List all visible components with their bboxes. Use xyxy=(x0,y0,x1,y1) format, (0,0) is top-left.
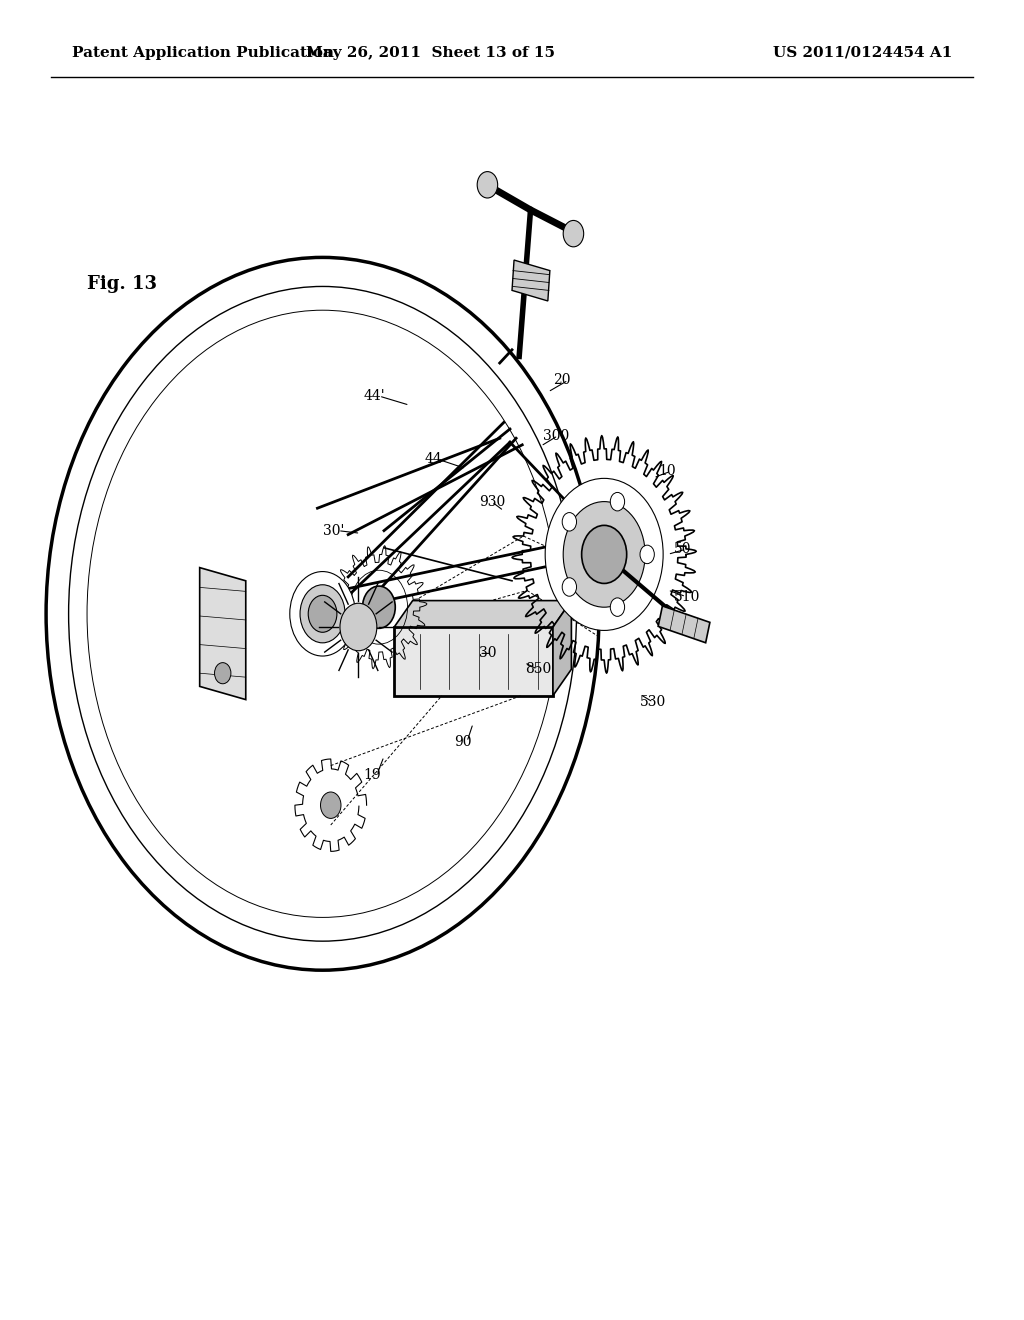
Circle shape xyxy=(563,220,584,247)
Circle shape xyxy=(321,792,341,818)
Circle shape xyxy=(640,545,654,564)
Text: 44: 44 xyxy=(425,453,442,466)
Text: 510: 510 xyxy=(674,590,700,603)
Text: 20: 20 xyxy=(553,374,570,387)
Text: May 26, 2011  Sheet 13 of 15: May 26, 2011 Sheet 13 of 15 xyxy=(305,46,555,59)
Circle shape xyxy=(610,492,625,511)
Text: Fig. 13: Fig. 13 xyxy=(87,275,157,293)
Text: 44': 44' xyxy=(364,389,385,403)
Circle shape xyxy=(340,603,377,651)
Circle shape xyxy=(215,663,231,684)
Circle shape xyxy=(562,512,577,531)
Text: 30': 30' xyxy=(323,524,344,537)
Text: 90: 90 xyxy=(454,735,471,748)
Circle shape xyxy=(308,595,337,632)
Text: 850: 850 xyxy=(525,663,552,676)
Circle shape xyxy=(300,585,345,643)
Polygon shape xyxy=(200,568,246,700)
Polygon shape xyxy=(658,606,710,643)
Circle shape xyxy=(362,586,395,628)
Circle shape xyxy=(294,577,351,651)
Text: 300: 300 xyxy=(543,429,569,442)
Circle shape xyxy=(290,572,355,656)
Text: US 2011/0124454 A1: US 2011/0124454 A1 xyxy=(773,46,952,59)
Text: 30: 30 xyxy=(479,647,497,660)
Circle shape xyxy=(610,598,625,616)
Polygon shape xyxy=(512,260,550,301)
Polygon shape xyxy=(394,601,571,627)
Text: 530: 530 xyxy=(640,696,667,709)
Text: 10: 10 xyxy=(658,465,676,478)
Circle shape xyxy=(563,502,645,607)
Text: 50: 50 xyxy=(674,543,691,556)
Text: 930: 930 xyxy=(479,495,506,508)
Circle shape xyxy=(562,578,577,597)
Polygon shape xyxy=(394,627,553,696)
Circle shape xyxy=(545,478,664,631)
Circle shape xyxy=(477,172,498,198)
Polygon shape xyxy=(553,601,571,696)
Circle shape xyxy=(582,525,627,583)
Text: Patent Application Publication: Patent Application Publication xyxy=(72,46,334,59)
Text: 19: 19 xyxy=(364,768,381,781)
